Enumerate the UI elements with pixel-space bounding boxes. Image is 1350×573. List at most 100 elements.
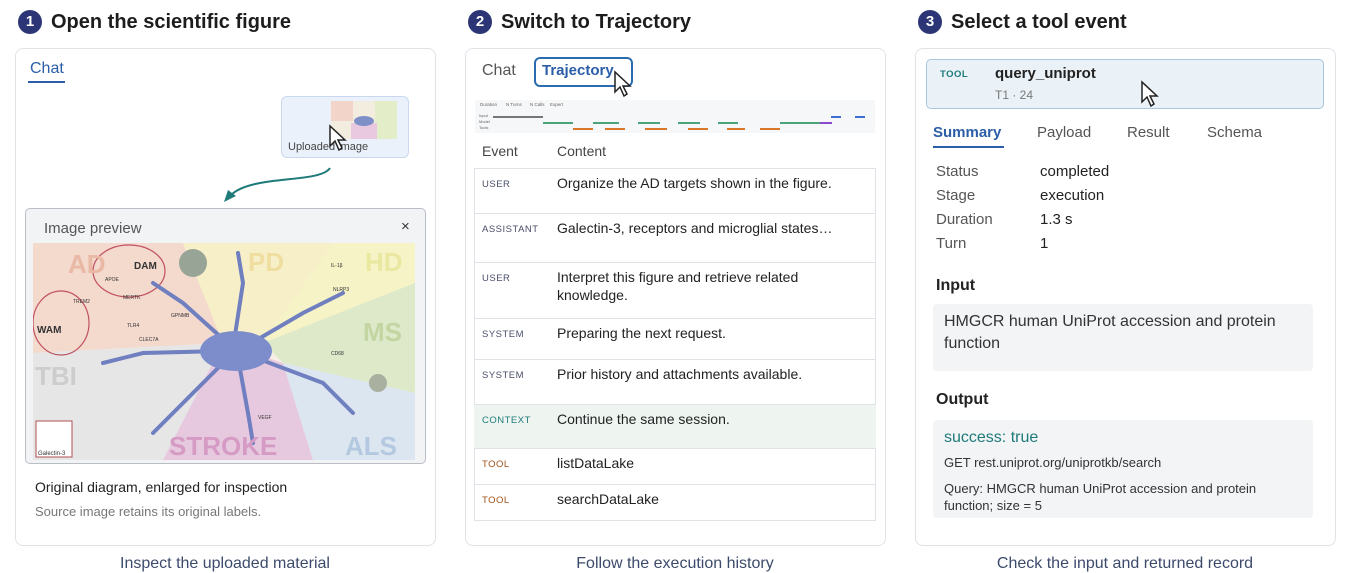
event-row[interactable]	[474, 318, 876, 360]
event-row[interactable]	[474, 448, 876, 485]
caption: Follow the execution history	[576, 555, 774, 572]
wam-circle	[33, 290, 90, 356]
step-title: Select a tool event	[951, 11, 1127, 33]
model-bars	[543, 122, 820, 124]
event-content: Continue the same session.	[557, 411, 730, 427]
detail-tab[interactable]: Result	[1127, 124, 1170, 141]
event-type: TOOL	[482, 459, 510, 470]
diagram-label: CLEC7A	[139, 337, 159, 343]
region-label: AD	[68, 249, 106, 279]
diagram-label: NLRP3	[333, 287, 349, 293]
diagram-label: APOE	[105, 277, 120, 283]
event-type: SYSTEM	[482, 370, 525, 381]
preview-note: Source image retains its original labels…	[35, 504, 262, 519]
column-header: Event	[482, 143, 518, 159]
event-row[interactable]	[474, 213, 876, 263]
section-heading: Input	[936, 277, 976, 294]
field-label: Turn	[936, 235, 967, 252]
tab-underline	[28, 81, 65, 83]
neuron-branches	[101, 251, 355, 445]
timeline-bar	[760, 128, 780, 130]
preview-title: Image preview	[44, 220, 142, 237]
detail-tab[interactable]: Summary	[933, 124, 1002, 141]
caption: Check the input and returned record	[996, 555, 1254, 572]
detail-tab[interactable]: Schema	[1207, 124, 1263, 141]
event-row[interactable]	[474, 404, 876, 449]
event-type: USER	[482, 179, 511, 190]
diagram-label: GPNMB	[171, 313, 190, 319]
detail-tab[interactable]: Payload	[1037, 124, 1092, 141]
timeline-bar	[645, 128, 667, 130]
region-label: ALS	[345, 431, 397, 460]
caption: Inspect the uploaded material	[120, 555, 330, 572]
event-row[interactable]	[474, 262, 876, 319]
region-ms	[263, 283, 415, 393]
chat-tab[interactable]: Chat	[30, 60, 64, 77]
timeline-bar	[678, 122, 700, 124]
event-type: USER	[482, 273, 511, 284]
tool-meta: T1 · 24	[995, 88, 1034, 102]
section-heading: Output	[936, 391, 989, 408]
field-label: Duration	[936, 211, 993, 228]
tab-underline	[933, 146, 1004, 148]
timeline-bar	[718, 122, 738, 124]
output-request: GET rest.uniprot.org/uniprotkb/search	[944, 455, 1162, 470]
thumbnail-image	[331, 101, 397, 139]
tool-tag: TOOL	[940, 69, 969, 80]
trajectory-tab[interactable]	[534, 57, 633, 87]
event-row[interactable]	[474, 484, 876, 521]
branch	[236, 356, 255, 445]
thumb-region	[351, 123, 377, 139]
tool-card[interactable]	[926, 59, 1324, 109]
cell	[369, 374, 387, 392]
diagram-label: WAM	[37, 325, 61, 336]
region-ad	[33, 243, 223, 353]
diagram: AD PD HD MS TBI STROKE ALS DAM WAM TREM2…	[33, 243, 415, 460]
branch	[151, 281, 235, 350]
output-status: success: true	[944, 429, 1039, 446]
timeline-header: Expert	[550, 102, 564, 107]
diagram-label: TREM2	[73, 299, 90, 305]
thumb-region	[331, 101, 353, 121]
event-row[interactable]	[474, 359, 876, 405]
timeline-bar	[493, 116, 543, 118]
chat-tab[interactable]: Chat	[482, 62, 516, 79]
cursor	[329, 124, 347, 152]
arrow	[224, 167, 331, 202]
region-stroke	[163, 343, 313, 460]
event-content: searchDataLake	[557, 491, 659, 507]
timeline-bar	[605, 128, 625, 130]
timeline-header: Duration	[480, 102, 498, 107]
timeline-bar	[688, 128, 708, 130]
arrow-head	[224, 190, 236, 202]
region-tbi	[33, 343, 223, 460]
event-type: ASSISTANT	[482, 224, 539, 235]
event-type: CONTEXT	[482, 415, 531, 426]
diagram-label: MERTK	[123, 295, 141, 301]
timeline-bar	[573, 128, 593, 130]
region-label: MS	[363, 317, 402, 347]
diagram-label: TLR4	[127, 323, 139, 329]
timeline-bars	[493, 116, 865, 130]
timeline-row-label: Tools	[479, 125, 489, 130]
tool-bars	[573, 128, 780, 130]
field-value: execution	[1040, 187, 1105, 204]
cursor-shape	[614, 70, 632, 98]
timeline-row-label: Input	[479, 113, 488, 118]
event-content: Galectin-3, receptors and microglial sta…	[557, 220, 833, 236]
output-box	[933, 420, 1313, 518]
field-value: completed	[1040, 163, 1110, 180]
timeline-bar	[831, 116, 841, 118]
event-table	[474, 168, 876, 521]
output-query: Query: HMGCR human UniProt accession and…	[944, 481, 1257, 513]
cursor-shape	[1141, 80, 1159, 108]
timeline-row-label: Model	[479, 119, 490, 124]
event-content: Prior history and attachments available.	[557, 366, 803, 382]
event-content: listDataLake	[557, 455, 635, 471]
close-button[interactable]: ×	[401, 218, 410, 235]
region-label: TBI	[35, 361, 77, 391]
diagram-label: CD68	[331, 351, 344, 357]
cell	[179, 249, 207, 277]
